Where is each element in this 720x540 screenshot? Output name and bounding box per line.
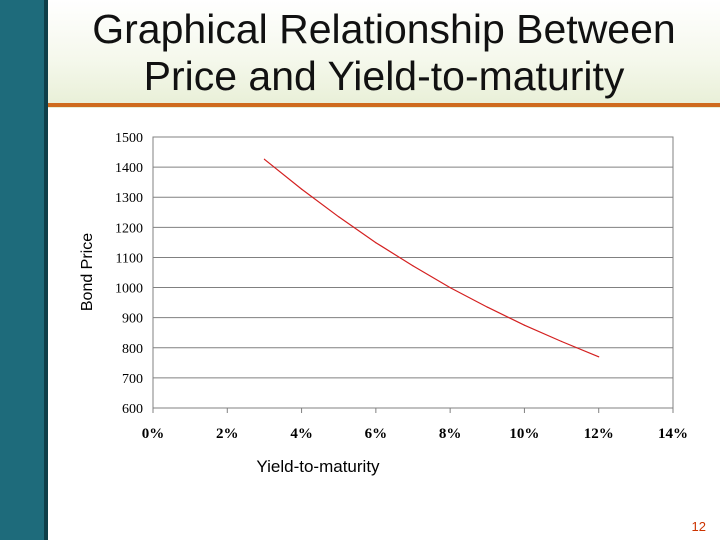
y-tick-label-900: 900 (122, 312, 143, 327)
x-tick-label-5: 10% (509, 426, 539, 442)
data-point-0-4 (412, 265, 414, 267)
x-tick-label-3: 6% (365, 426, 388, 442)
data-point-0-6 (486, 306, 488, 308)
slide-title: Graphical Relationship Between Price and… (48, 6, 720, 100)
x-tick-label-6: 12% (584, 426, 614, 442)
data-point-0-0 (263, 158, 266, 160)
y-tick-label-1100: 1100 (116, 251, 143, 266)
y-tick-label-700: 700 (122, 372, 143, 387)
x-tick-label-4: 8% (439, 426, 462, 442)
x-tick-label-0: 0% (142, 426, 165, 442)
plot-area: 600 700 800 900 1000 1100 1200 1300 1400 1500 0% 2%… (79, 131, 688, 476)
data-point-0-2 (338, 216, 340, 218)
series-line-0 (264, 158, 599, 358)
y-tick-label-1500: 1500 (115, 131, 143, 146)
slide-number: 12 (691, 519, 706, 534)
y-tick-label-1300: 1300 (115, 191, 143, 206)
y-tick-label-600: 600 (122, 402, 143, 417)
slide-title-line-1: Graphical Relationship Between (92, 6, 676, 52)
y-tick-label-1400: 1400 (115, 161, 143, 176)
data-point-0-9 (598, 356, 600, 358)
x-axis-label: Yield-to-maturity (256, 457, 380, 476)
y-axis-label: Bond Price (79, 233, 96, 311)
left-accent-bar (0, 0, 44, 540)
slide-title-line-2: Price and Yield-to-maturity (143, 53, 625, 99)
y-tick-label-1200: 1200 (115, 221, 143, 236)
data-point-0-8 (560, 340, 563, 343)
data-point-0-7 (523, 324, 526, 326)
left-accent-bar-edge (44, 0, 48, 540)
y-tick-label-800: 800 (122, 342, 143, 357)
x-tick-label-1: 2% (216, 426, 239, 442)
title-band (48, 0, 720, 108)
title-underline-rule (48, 103, 720, 107)
x-tick-label-2: 4% (290, 426, 313, 442)
x-tick-label-7: 14% (658, 426, 688, 442)
data-point-0-5 (449, 286, 451, 289)
data-point-0-1 (300, 188, 303, 190)
plot-frame (152, 136, 674, 409)
y-tick-label-1000: 1000 (115, 282, 143, 297)
data-point-0-3 (375, 242, 377, 244)
